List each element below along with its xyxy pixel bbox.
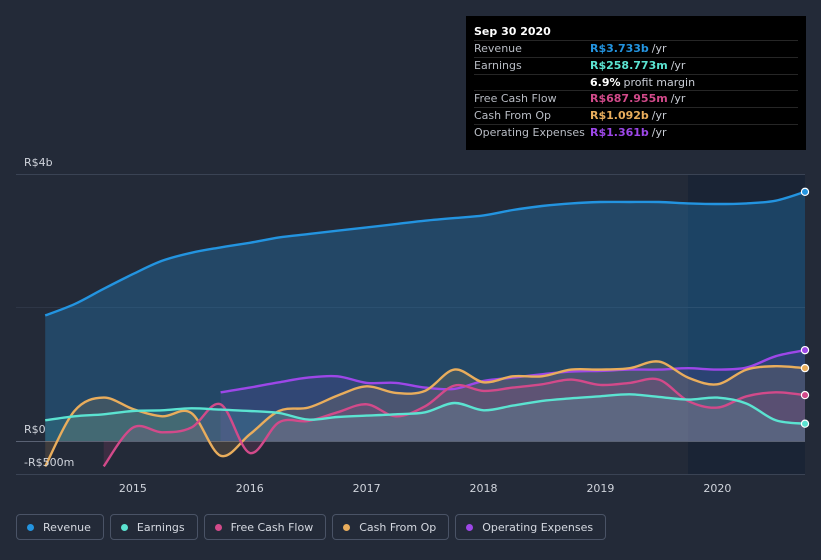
revenue-endpoint[interactable] — [800, 187, 810, 197]
cash-from-op-dot-icon — [343, 523, 351, 531]
y-tick-label: -R$500m — [24, 456, 74, 469]
y-tick-label: R$4b — [24, 156, 53, 169]
tooltip-row-value: R$1.361b — [590, 125, 649, 139]
legend-label: Operating Expenses — [482, 520, 594, 534]
series-endpoints — [800, 187, 810, 428]
tooltip-row-label — [474, 75, 590, 91]
legend-item-cash-from-op[interactable]: Cash From Op — [332, 514, 450, 540]
tooltip-row: Cash From Op R$1.092b/yr — [474, 107, 798, 124]
operating-expenses-dot-icon — [466, 523, 474, 531]
tooltip-panel: Sep 30 2020 Revenue R$3.733b/yr Earnings R$… — [466, 16, 806, 150]
forecast-shade — [688, 174, 805, 474]
free-cash-flow-line — [102, 377, 806, 468]
earnings-dot-icon — [120, 523, 128, 531]
cash-from-op-area — [45, 361, 805, 467]
free-cash-flow-endpoint[interactable] — [800, 390, 810, 400]
tooltip-row-label: Free Cash Flow — [474, 92, 557, 106]
legend-label: Free Cash Flow — [230, 520, 314, 534]
tooltip-row: Earnings R$258.773m/yr — [474, 56, 798, 74]
legend-label: Cash From Op — [359, 520, 437, 534]
tooltip-row-unit: profit margin — [623, 75, 696, 89]
legend-label: Revenue — [43, 520, 91, 534]
x-tick-label: 2019 — [586, 482, 614, 495]
free-cash-flow-area — [103, 378, 805, 467]
legend-item-operating-expenses[interactable]: Operating Expenses — [455, 514, 607, 540]
earnings-endpoint[interactable] — [800, 419, 810, 428]
tooltip-row-unit: /yr — [651, 109, 667, 123]
cash-from-op-endpoint[interactable] — [800, 363, 810, 373]
tooltip-row-value: 6.9% — [590, 75, 621, 89]
tooltip-row-value: R$258.773m — [590, 58, 668, 72]
operating-expenses-area — [220, 350, 806, 441]
earnings-line — [45, 393, 806, 425]
tooltip-row-label: Revenue — [474, 42, 522, 55]
cash-from-op-line — [44, 360, 806, 467]
x-axis-labels: 2015 2016 2017 2018 2019 2020 — [119, 482, 731, 495]
tooltip-row-unit: /yr — [670, 92, 686, 106]
series-areas — [45, 191, 806, 467]
free-cash-flow-dot-icon — [214, 523, 222, 531]
tooltip-row-value: R$1.092b — [590, 109, 649, 123]
x-tick-label: 2017 — [353, 482, 381, 495]
tooltip-row: 6.9% profit margin — [474, 73, 798, 91]
tooltip-row-label: Operating Expenses — [474, 125, 585, 139]
tooltip-row: Revenue R$3.733b/yr — [474, 40, 798, 57]
y-tick-label: R$0 — [24, 423, 46, 436]
legend-item-revenue[interactable]: Revenue — [16, 514, 104, 540]
tooltip-row-value: R$3.733b — [590, 42, 649, 55]
x-tick-label: 2016 — [236, 482, 264, 495]
tooltip-row-unit: /yr — [651, 42, 667, 55]
tooltip-row-label: Earnings — [474, 58, 522, 72]
tooltip-row-label: Cash From Op — [474, 109, 552, 123]
series-lines — [44, 190, 806, 468]
operating-expenses-endpoint[interactable] — [800, 345, 810, 355]
tooltip-row-unit: /yr — [670, 58, 686, 72]
x-tick-label: 2020 — [703, 482, 731, 495]
tooltip-date: Sep 30 2020 — [474, 25, 551, 38]
tooltip-row: Free Cash Flow R$687.955m/yr — [474, 90, 798, 107]
revenue-area — [45, 191, 805, 441]
revenue-dot-icon — [27, 523, 34, 531]
legend: Revenue Earnings Free Cash Flow Cash From O… — [16, 514, 607, 542]
legend-label: Earnings — [136, 520, 185, 534]
legend-item-free-cash-flow[interactable]: Free Cash Flow — [203, 514, 327, 540]
x-tick-label: 2018 — [470, 482, 498, 495]
x-tick-label: 2015 — [119, 482, 147, 495]
legend-item-earnings[interactable]: Earnings — [109, 514, 198, 540]
revenue-line — [44, 190, 806, 317]
tooltip-row: Operating Expenses R$1.361b/yr — [474, 123, 798, 141]
y-axis-labels: R$4b R$0 -R$500m — [24, 156, 74, 469]
operating-expenses-line — [220, 349, 806, 394]
tooltip-row-value: R$687.955m — [590, 92, 668, 106]
tooltip-row-unit: /yr — [651, 125, 667, 139]
